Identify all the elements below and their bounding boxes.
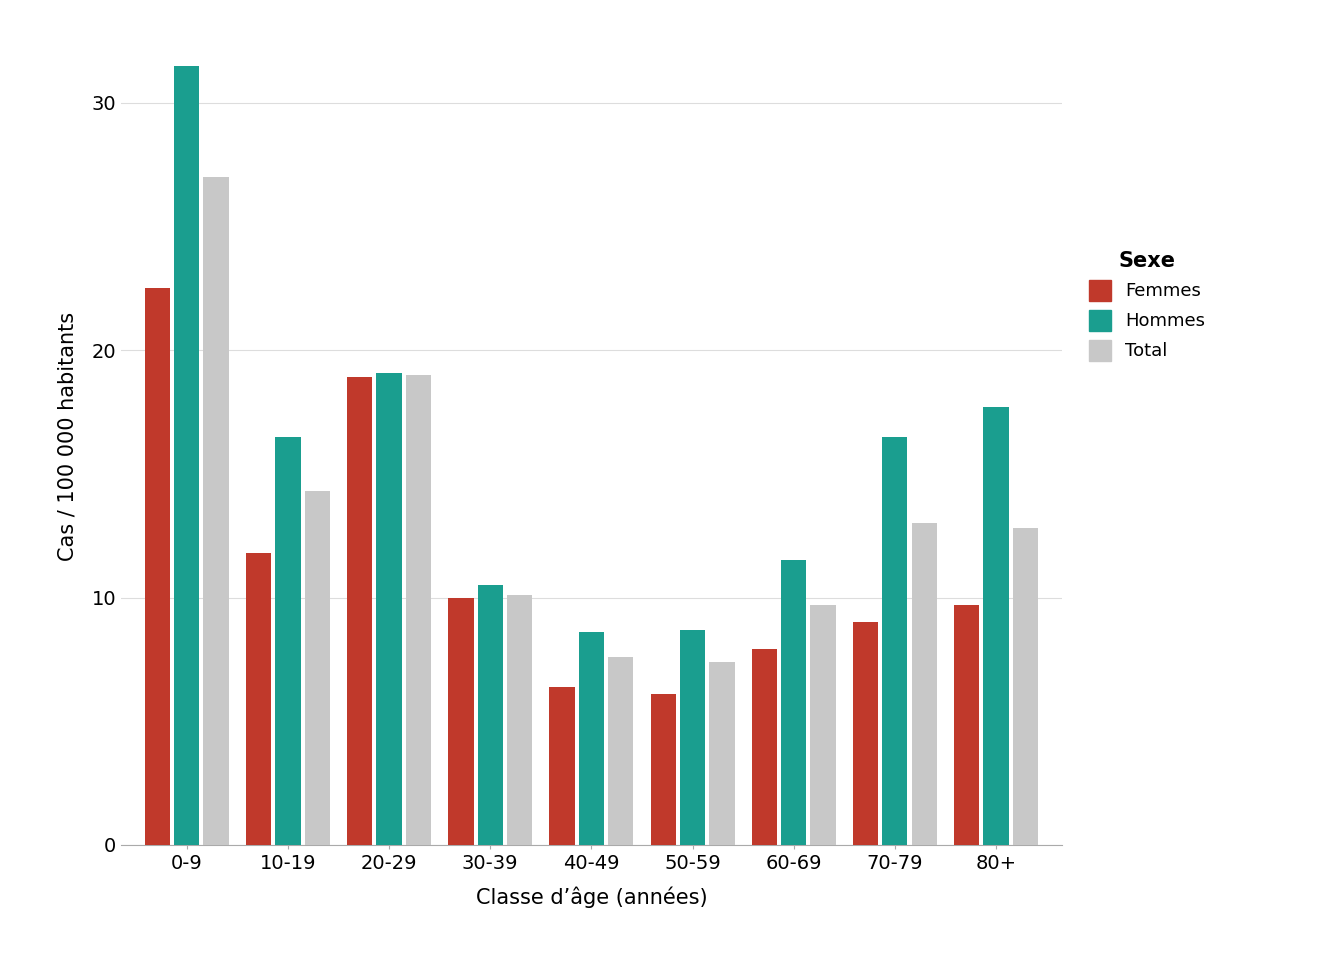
Bar xyxy=(175,66,199,845)
Bar xyxy=(751,650,777,845)
Bar xyxy=(203,178,228,845)
Bar xyxy=(984,407,1008,845)
Bar xyxy=(246,553,271,845)
Bar xyxy=(305,492,329,845)
Bar xyxy=(145,288,171,845)
Bar xyxy=(507,595,532,845)
Bar xyxy=(882,437,907,845)
Legend: Femmes, Hommes, Total: Femmes, Hommes, Total xyxy=(1081,242,1215,370)
Bar xyxy=(276,437,301,845)
Bar xyxy=(810,605,836,845)
Bar xyxy=(579,632,603,845)
Bar xyxy=(680,630,706,845)
Bar xyxy=(477,586,503,845)
Bar xyxy=(954,605,980,845)
Bar xyxy=(550,686,575,845)
Bar xyxy=(448,597,473,845)
Bar xyxy=(853,622,878,845)
X-axis label: Classe d’âge (années): Classe d’âge (années) xyxy=(476,887,707,908)
Bar xyxy=(1012,528,1038,845)
Bar xyxy=(710,661,735,845)
Bar xyxy=(650,694,676,845)
Bar xyxy=(406,375,431,845)
Bar xyxy=(911,523,937,845)
Bar xyxy=(781,561,806,845)
Bar xyxy=(376,372,402,845)
Y-axis label: Cas / 100 000 habitants: Cas / 100 000 habitants xyxy=(58,312,78,562)
Bar xyxy=(607,657,633,845)
Bar xyxy=(347,377,372,845)
